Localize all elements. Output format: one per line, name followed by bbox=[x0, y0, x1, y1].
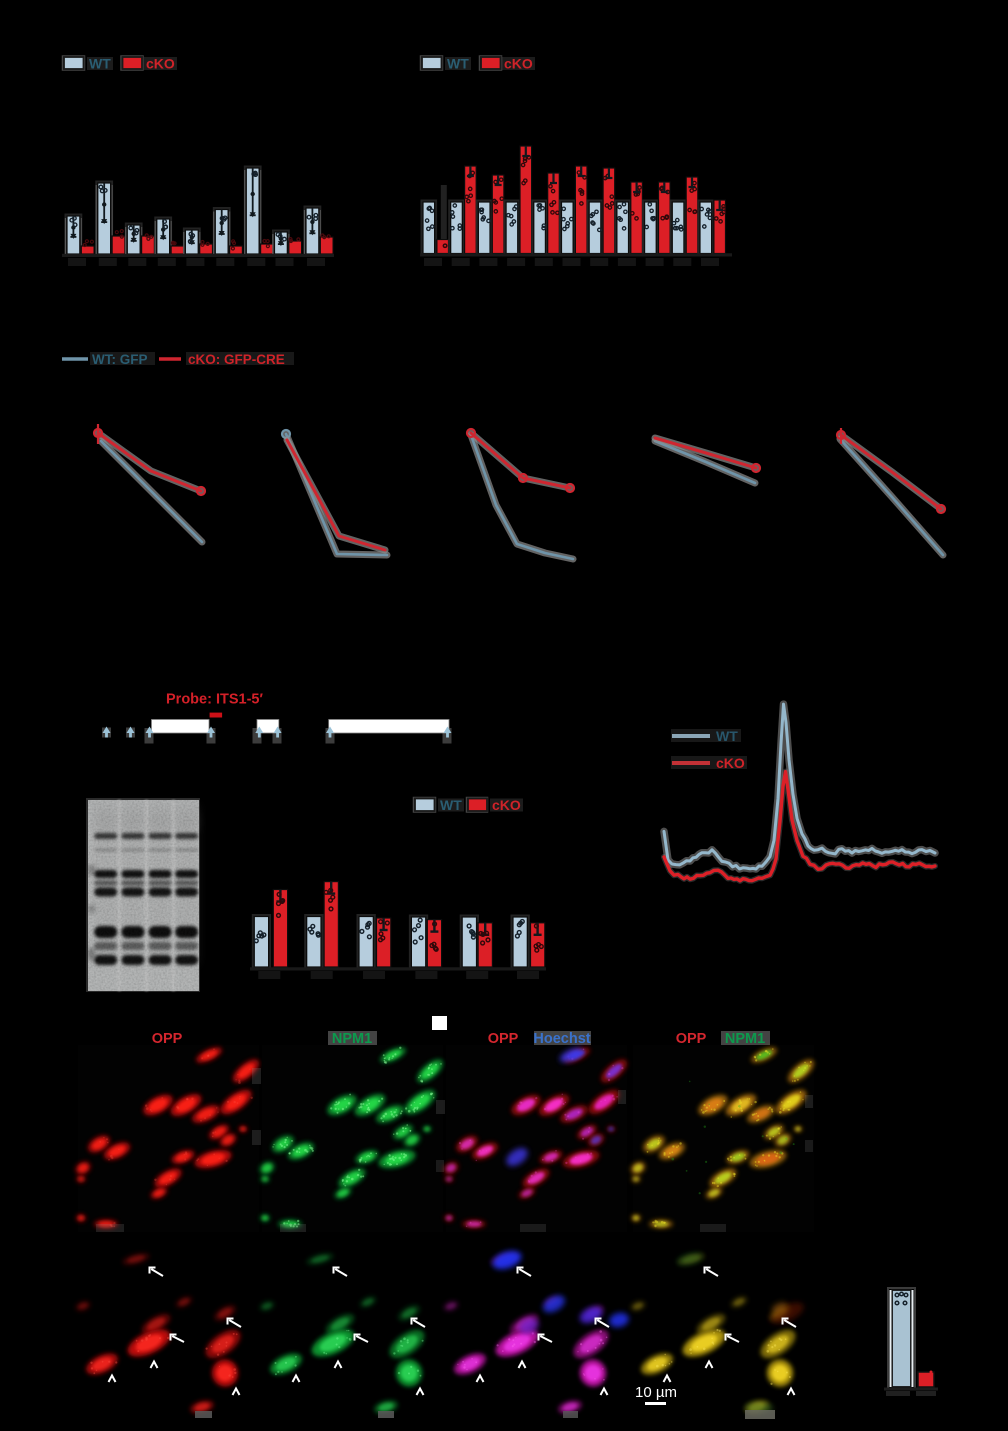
svg-text:WT: GFP: WT: GFP bbox=[92, 352, 148, 367]
svg-text:cKO: cKO bbox=[492, 797, 521, 813]
svg-text:Hoechst: Hoechst bbox=[533, 1031, 590, 1047]
svg-text:cKO: GFP-CRE: cKO: GFP-CRE bbox=[188, 352, 285, 367]
svg-text:WT: WT bbox=[716, 728, 738, 744]
svg-text:cKO: cKO bbox=[716, 755, 745, 771]
svg-text:10 µm: 10 µm bbox=[635, 1384, 677, 1401]
svg-text:cKO: cKO bbox=[146, 56, 175, 72]
svg-text:WT: WT bbox=[440, 797, 462, 813]
svg-text:cKO: cKO bbox=[504, 56, 533, 72]
svg-text:WT: WT bbox=[447, 56, 469, 72]
svg-text:OPP: OPP bbox=[488, 1031, 519, 1047]
svg-text:Probe: ITS1-5′: Probe: ITS1-5′ bbox=[166, 692, 263, 708]
svg-text:OPP: OPP bbox=[152, 1031, 183, 1047]
svg-text:NPM1: NPM1 bbox=[725, 1031, 765, 1047]
svg-text:OPP: OPP bbox=[676, 1031, 707, 1047]
svg-text:WT: WT bbox=[89, 56, 111, 72]
svg-text:NPM1: NPM1 bbox=[332, 1031, 372, 1047]
